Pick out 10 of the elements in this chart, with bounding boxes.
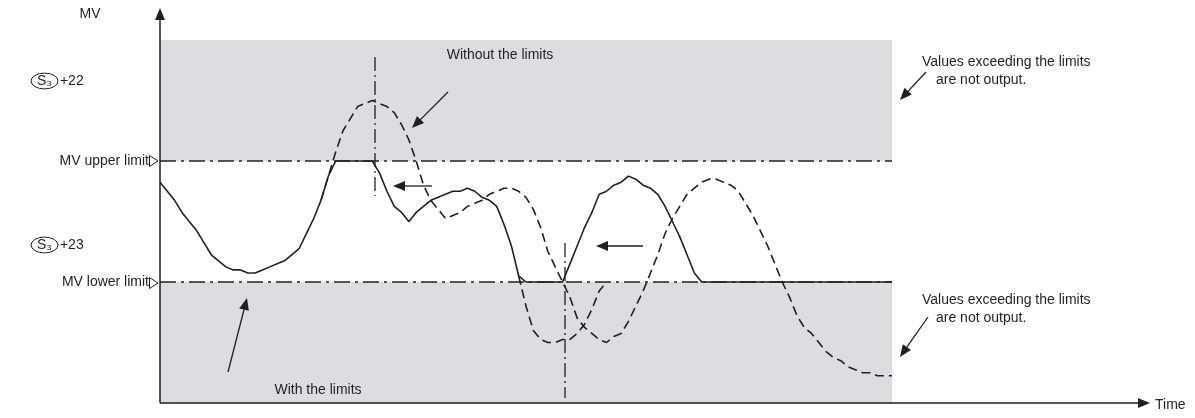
text: S₃ +22 — [37, 71, 84, 88]
text: Values exceeding the limits are not output. — [922, 52, 1091, 87]
text: Without the limits — [446, 45, 554, 62]
annotation: With the limits — [274, 380, 362, 397]
text: Values exceeding the limits are not output. — [922, 290, 1091, 325]
text: S₃ +23 — [37, 235, 84, 252]
ref-line-label: MV lower limit — [61, 272, 150, 289]
text: Time — [1155, 395, 1186, 412]
text: MV — [79, 4, 102, 21]
ref-line-label: MV upper limit — [59, 151, 150, 168]
